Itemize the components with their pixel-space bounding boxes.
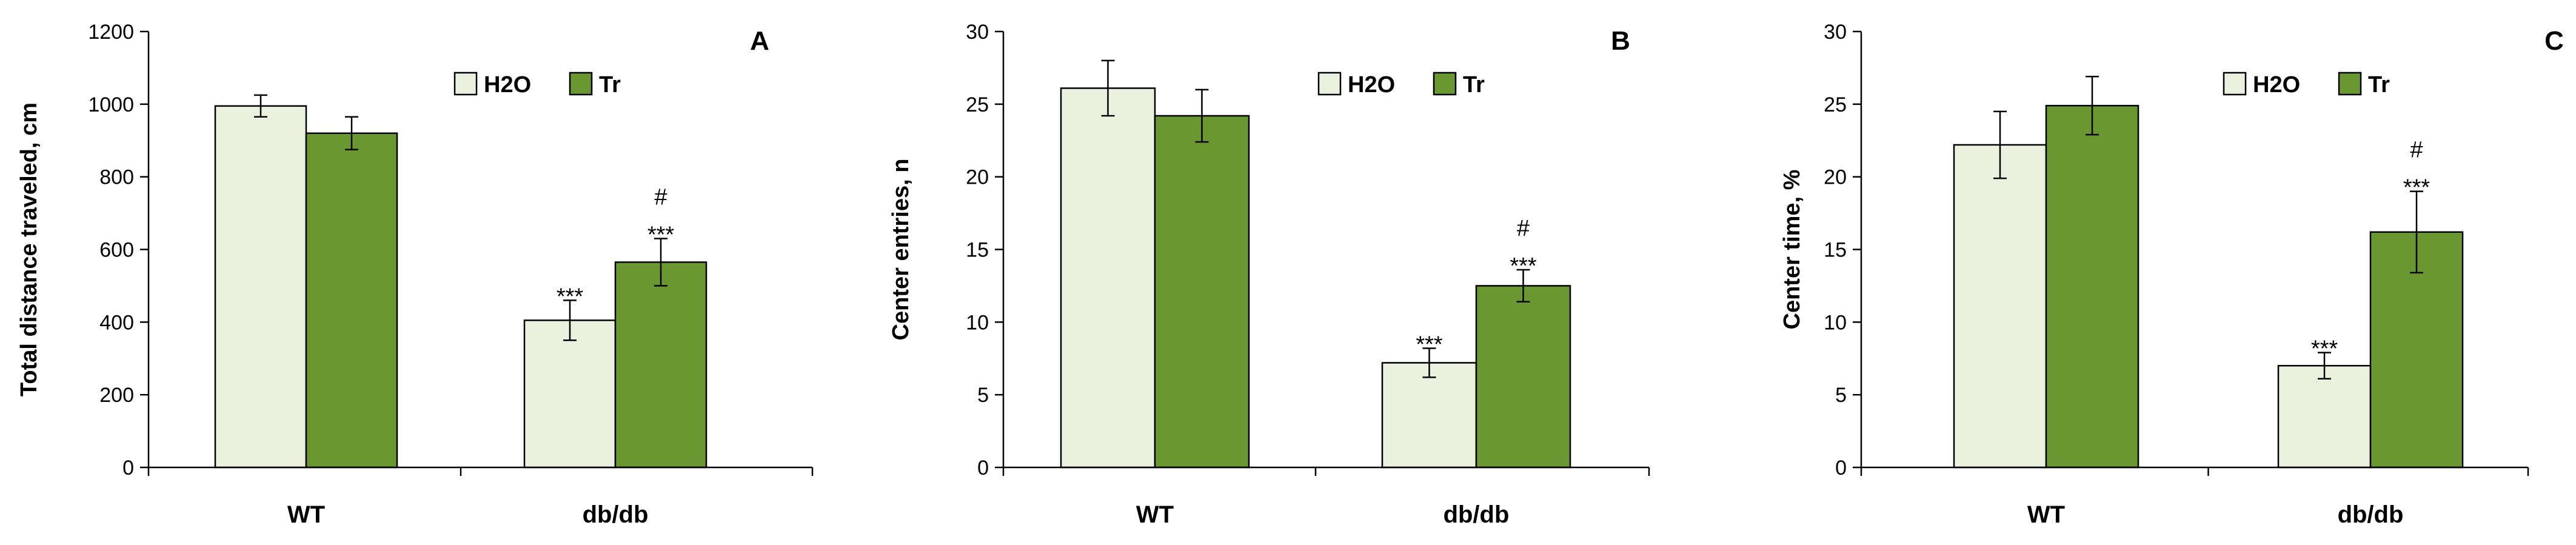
- panel-label: A: [750, 26, 769, 56]
- significance-hash: #: [654, 185, 667, 210]
- panel-label: C: [2544, 26, 2564, 56]
- y-axis-label: Center time, %: [1779, 170, 1805, 330]
- bar-tr-WT: [305, 132, 398, 469]
- legend-swatch-h2o: [1317, 72, 1342, 96]
- y-tick-label: 200: [99, 384, 134, 407]
- y-tick-label: 800: [99, 166, 134, 189]
- y-tick-label: 0: [1835, 456, 1847, 480]
- y-tick-label: 15: [966, 239, 989, 262]
- y-tick-label: 1000: [88, 93, 134, 116]
- x-category-label: db/db: [1444, 501, 1510, 528]
- significance-hash: #: [2410, 138, 2423, 163]
- bar-h2o-WT: [214, 105, 307, 469]
- significance-stars: ***: [1416, 332, 1443, 357]
- bar-h2o-WT: [1060, 87, 1156, 469]
- legend-swatch-h2o: [453, 72, 478, 96]
- y-tick-label: 400: [99, 311, 134, 334]
- y-axis-label: Total distance traveled, cm: [16, 102, 42, 396]
- y-tick-label: 20: [1824, 166, 1847, 189]
- y-tick-label: 10: [966, 311, 989, 334]
- y-tick-label: 10: [1824, 311, 1847, 334]
- legend-swatch-tr: [1433, 72, 1457, 96]
- legend: H2O Tr: [1317, 72, 1485, 98]
- panel-label: B: [1611, 26, 1630, 56]
- significance-stars: ***: [1510, 253, 1537, 279]
- chart-panel-c: *** *** #0 5 10 15 20 25 30 WT db/db Center time, %…: [1779, 21, 2564, 528]
- y-tick-label: 30: [1824, 21, 1847, 44]
- bar-tr-dbdb: [1475, 285, 1571, 469]
- significance-stars: ***: [647, 222, 675, 248]
- x-category-label: WT: [2027, 501, 2065, 528]
- bar-h2o-dbdb: [1381, 362, 1477, 469]
- y-tick-label: 0: [122, 456, 134, 480]
- y-tick-label: 20: [966, 166, 989, 189]
- x-category-label: db/db: [2338, 501, 2404, 528]
- bar-h2o-dbdb: [2277, 364, 2372, 469]
- legend-swatch-h2o: [2223, 72, 2247, 96]
- y-tick-label: 25: [966, 93, 989, 116]
- legend: H2O Tr: [453, 72, 621, 98]
- bar-tr-WT: [1154, 115, 1250, 469]
- x-category-label: WT: [1136, 501, 1174, 528]
- significance-stars: ***: [2311, 336, 2338, 362]
- legend-label-tr: Tr: [1463, 72, 1485, 98]
- significance-stars: ***: [2403, 175, 2430, 201]
- x-category-label: WT: [287, 501, 325, 528]
- legend-label-h2o: H2O: [1348, 72, 1395, 98]
- y-tick-label: 1200: [88, 21, 134, 44]
- bar-h2o-dbdb: [523, 319, 617, 469]
- legend-swatch-tr: [569, 72, 593, 96]
- y-tick-label: 0: [977, 456, 989, 480]
- legend-swatch-tr: [2338, 72, 2362, 96]
- bar-tr-WT: [2045, 104, 2139, 469]
- y-tick-label: 5: [977, 384, 989, 407]
- chart-panel-a: *** *** #0 200 400 600 800 1000 1200 WT db/db Total…: [16, 21, 814, 528]
- y-tick-label: 30: [966, 21, 989, 44]
- y-axis-label: Center entries, n: [888, 159, 914, 341]
- x-category-label: db/db: [583, 501, 649, 528]
- y-tick-label: 5: [1835, 384, 1847, 407]
- y-tick-label: 15: [1824, 239, 1847, 262]
- significance-stars: ***: [557, 284, 584, 309]
- legend-label-h2o: H2O: [484, 72, 531, 98]
- bar-h2o-WT: [1953, 144, 2047, 469]
- legend-label-tr: Tr: [599, 72, 621, 98]
- legend: H2O Tr: [2223, 72, 2390, 98]
- bar-tr-dbdb: [614, 261, 708, 469]
- chart-panel-b: *** *** #0 5 10 15 20 25 30 WT db/db Center entries…: [888, 21, 1650, 528]
- significance-hash: #: [1517, 216, 1530, 241]
- legend-label-tr: Tr: [2368, 72, 2390, 98]
- y-tick-label: 600: [99, 239, 134, 262]
- y-tick-label: 25: [1824, 93, 1847, 116]
- legend-label-h2o: H2O: [2253, 72, 2300, 98]
